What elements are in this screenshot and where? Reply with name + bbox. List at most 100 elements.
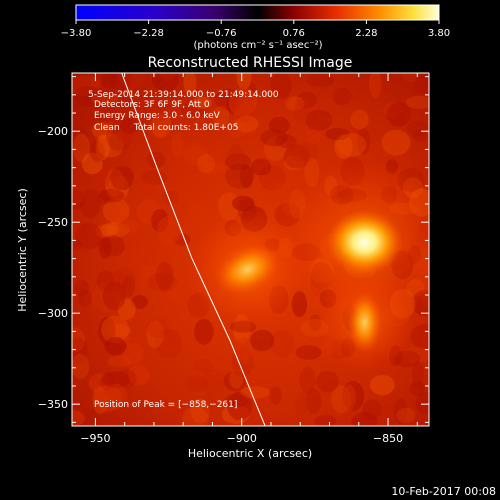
speckle-blob — [240, 386, 270, 399]
speckle-blob — [161, 190, 180, 205]
speckle-blob — [418, 140, 429, 161]
annotation-clean-counts: Clean Total counts: 1.80E+05 — [94, 123, 238, 133]
speckle-blob — [336, 133, 367, 157]
speckle-blob — [106, 383, 128, 410]
speckle-blob — [265, 181, 293, 205]
speckle-blob — [350, 109, 369, 130]
speckle-blob — [402, 346, 429, 363]
speckle-blob — [214, 88, 244, 111]
speckle-blob — [122, 275, 136, 298]
speckle-blob — [112, 150, 134, 168]
speckle-blob — [305, 109, 333, 131]
speckle-blob — [105, 167, 119, 191]
sources — [188, 158, 429, 373]
speckle-blob — [146, 151, 166, 169]
speckle-blob — [192, 96, 212, 109]
speckle-blob — [225, 163, 255, 189]
speckle-blob — [226, 119, 248, 138]
source-blob — [215, 244, 280, 295]
speckle-blob — [259, 176, 275, 203]
speckle-blob — [81, 152, 103, 175]
speckle-blob — [201, 369, 227, 395]
speckle-blob — [96, 270, 115, 292]
colorbar-ticks: −3.80 −2.28 −0.76 0.76 2.28 3.80 — [61, 20, 450, 39]
speckle-blob — [202, 393, 217, 415]
speckle-blob — [77, 290, 92, 307]
speckle-blob — [182, 144, 208, 166]
speckle-blob — [273, 89, 291, 105]
source-halo — [409, 226, 429, 313]
speckle-blob — [331, 385, 352, 414]
speckle-blob — [152, 73, 179, 92]
speckle-blob — [72, 122, 88, 153]
speckle-blob — [350, 106, 365, 134]
speckle-blob — [171, 133, 184, 158]
speckle-blob — [155, 261, 174, 291]
speckle-blob — [197, 154, 216, 174]
speckle-blob — [75, 223, 103, 249]
speckle-blob — [181, 102, 206, 118]
speckle-blob — [90, 93, 118, 106]
speckle-blob — [151, 124, 166, 140]
speckle-blob — [415, 392, 429, 415]
speckle-blob — [344, 86, 357, 103]
speckle-blob — [190, 398, 210, 424]
speckle-blob — [102, 281, 126, 311]
speckle-blob — [73, 133, 90, 163]
speckle-blob — [386, 102, 412, 127]
speckle-blob — [294, 392, 309, 417]
colorbar-tick-label: 0.76 — [283, 28, 305, 39]
speckle-blob — [146, 318, 170, 338]
speckle-blob — [227, 391, 253, 421]
x-tick-label: −950 — [80, 432, 110, 445]
speckle-blob — [325, 127, 351, 141]
speckle-blob — [156, 95, 170, 121]
speckle-blob — [393, 398, 408, 424]
speckle-blob — [369, 374, 395, 396]
speckle-blob — [100, 222, 130, 238]
speckle-blob — [351, 412, 378, 426]
speckle-blob — [136, 199, 161, 225]
speckle-blob — [225, 153, 251, 170]
speckle-blob — [296, 91, 318, 109]
speckle-blob — [117, 298, 136, 320]
colorbar-tick-label: 2.28 — [355, 28, 377, 39]
speckle-blob — [94, 384, 123, 412]
peak-position-label: Position of Peak = [−858,−261] — [94, 400, 237, 410]
speckle-blob — [102, 198, 130, 224]
speckle-blob — [194, 318, 214, 345]
speckle-blob — [332, 87, 352, 106]
speckle-blob — [72, 353, 90, 380]
speckle-blob — [72, 74, 101, 97]
speckle-blob — [146, 320, 164, 349]
speckle-blob — [99, 189, 125, 203]
x-tick-label: −900 — [227, 432, 257, 445]
x-tick-label: −850 — [373, 432, 403, 445]
y-tick-label: −250 — [38, 216, 68, 229]
speckle-blob — [406, 120, 429, 136]
speckle-blob — [91, 282, 121, 313]
axis-ticks: −950−900−850−800−200−250−300−350 — [38, 73, 429, 445]
speckle-blob — [92, 122, 113, 139]
speckle-blob — [299, 366, 316, 394]
speckle-blob — [107, 73, 133, 92]
speckle-blob — [264, 137, 287, 161]
speckle-blob — [154, 328, 183, 359]
source-blob — [347, 291, 382, 354]
colorbar-gradient — [75, 4, 440, 21]
y-axis-label: Heliocentric Y (arcsec) — [16, 188, 29, 312]
speckle-blob — [141, 170, 168, 185]
y-tick-label: −300 — [38, 307, 68, 320]
speckle-blob — [99, 269, 129, 290]
speckle-blob — [379, 393, 398, 423]
colorbar: −3.80 −2.28 −0.76 0.76 2.28 3.80 (photons cm⁻… — [61, 4, 450, 51]
speckle-blob — [295, 345, 322, 360]
annotation-detectors: Detectors: 3F 6F 9F, Att 0 — [94, 100, 210, 110]
speckle-blob — [187, 201, 212, 230]
speckle-blob — [212, 105, 230, 128]
colorbar-tick-label: −0.76 — [206, 28, 237, 39]
image-map — [72, 73, 429, 426]
speckle-blob — [90, 140, 105, 162]
speckle-blob — [156, 215, 182, 245]
speckle-blob — [91, 105, 107, 119]
